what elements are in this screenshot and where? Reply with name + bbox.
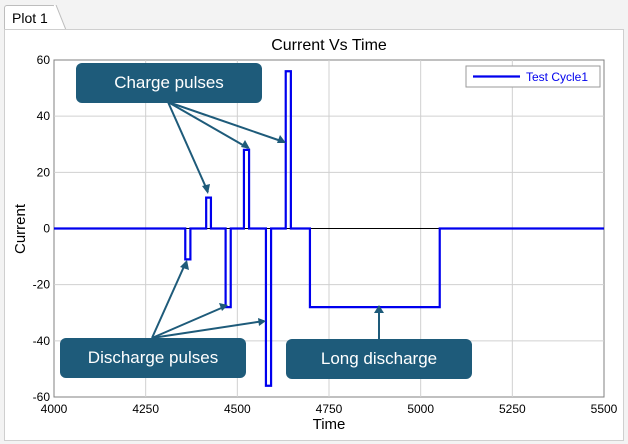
y-tick-label: 0 xyxy=(43,222,50,236)
axis-ticks: 4000 4250 4500 4750 5000 5250 5500 -60 -40 -20 0 20… xyxy=(33,53,618,416)
series-line-test-cycle1 xyxy=(54,70,604,387)
y-tick-label: -40 xyxy=(33,334,51,348)
arrowhead-discharge-2 xyxy=(219,303,228,311)
arrowhead-charge-1 xyxy=(202,184,210,194)
y-tick-label: 20 xyxy=(37,165,51,179)
y-axis-label: Current xyxy=(12,203,29,254)
callout-long-discharge: Long discharge xyxy=(286,339,472,379)
y-tick-label: -60 xyxy=(33,390,51,404)
arrowhead-charge-2 xyxy=(241,140,250,149)
x-tick-label: 5500 xyxy=(591,402,618,416)
arrow-discharge-2 xyxy=(151,305,227,339)
arrow-discharge-3 xyxy=(151,320,265,339)
x-tick-label: 4500 xyxy=(224,402,251,416)
arrowhead-discharge-3 xyxy=(258,318,266,326)
arrow-charge-1 xyxy=(167,101,209,193)
y-tick-label: 60 xyxy=(37,53,51,67)
arrow-charge-3 xyxy=(167,101,285,143)
arrowheads xyxy=(180,135,384,326)
x-tick-label: 5000 xyxy=(407,402,434,416)
x-axis-label: Time xyxy=(313,416,346,433)
arrowhead-charge-3 xyxy=(277,135,286,143)
tab-strip: Plot 1 xyxy=(0,0,628,30)
x-tick-label: 5250 xyxy=(499,402,526,416)
x-tick-label: 4750 xyxy=(316,402,343,416)
x-tick-label: 4000 xyxy=(41,402,68,416)
arrow-discharge-1 xyxy=(151,261,187,339)
arrow-charge-2 xyxy=(167,101,249,149)
legend-box xyxy=(465,65,601,88)
legend: Test Cycle1 xyxy=(465,65,601,88)
chart-title: Current Vs Time xyxy=(271,37,387,54)
tab-plot-1[interactable]: Plot 1 xyxy=(4,5,56,30)
legend-label: Test Cycle1 xyxy=(526,70,588,84)
y-tick-label: -20 xyxy=(33,278,51,292)
callout-discharge-pulses: Discharge pulses xyxy=(60,338,246,378)
x-tick-label: 4250 xyxy=(132,402,159,416)
tab-edge xyxy=(54,5,66,30)
arrowhead-long-discharge xyxy=(374,305,384,313)
callout-arrows xyxy=(151,101,380,339)
y-tick-label: 40 xyxy=(37,109,51,123)
callout-charge-pulses: Charge pulses xyxy=(76,63,262,103)
arrowhead-discharge-1 xyxy=(180,260,189,270)
